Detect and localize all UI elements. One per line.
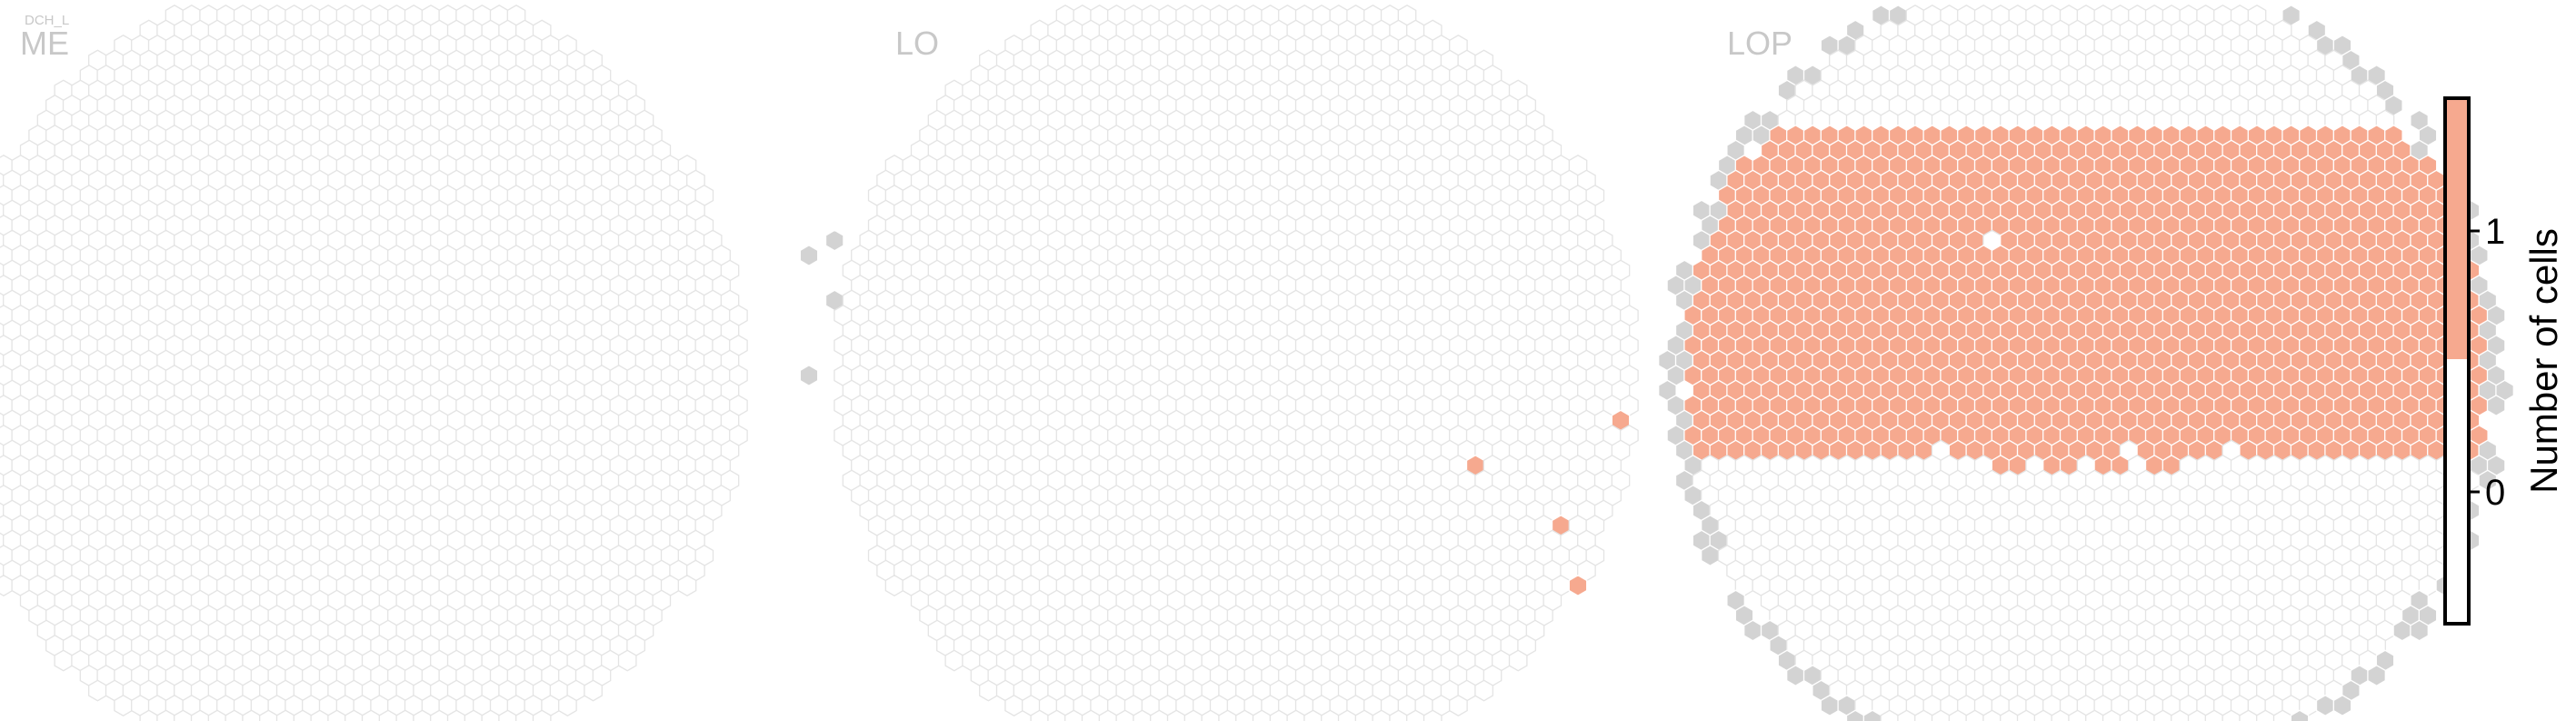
hex-cell	[1449, 695, 1468, 716]
hex-cell	[1474, 679, 1493, 702]
panel-me: ME	[0, 5, 748, 721]
hex-cell	[88, 679, 107, 702]
panel-title-me: ME	[20, 25, 69, 62]
panel-lo: LO	[799, 5, 1639, 721]
hex-cell	[884, 575, 904, 596]
hex-grid-me	[0, 5, 748, 721]
hex-cell-outside	[799, 365, 819, 386]
hex-cell-outside	[2486, 395, 2506, 416]
super-label: DCH_L	[25, 13, 69, 28]
hex-cell	[114, 695, 133, 716]
hex-cell	[558, 695, 577, 716]
hex-cell-outside	[799, 245, 819, 266]
panel-title-lop: LOP	[1727, 25, 1792, 62]
hex-cell	[944, 649, 964, 672]
hex-cell-filled	[1568, 575, 1588, 596]
hex-cell	[1004, 695, 1023, 716]
hex-cell	[1508, 649, 1528, 672]
hex-grid-lo	[799, 5, 1639, 721]
hex-cell	[979, 679, 998, 702]
hex-cell-outside	[824, 229, 844, 252]
hex-cell	[677, 575, 697, 596]
hex-cell	[54, 649, 74, 672]
hex-cell	[617, 649, 637, 672]
hex-cell	[584, 679, 603, 702]
panel-title-lo: LO	[895, 25, 939, 62]
hex-grid-lop	[1658, 5, 2514, 721]
panel-lop: LOP	[1658, 5, 2514, 721]
